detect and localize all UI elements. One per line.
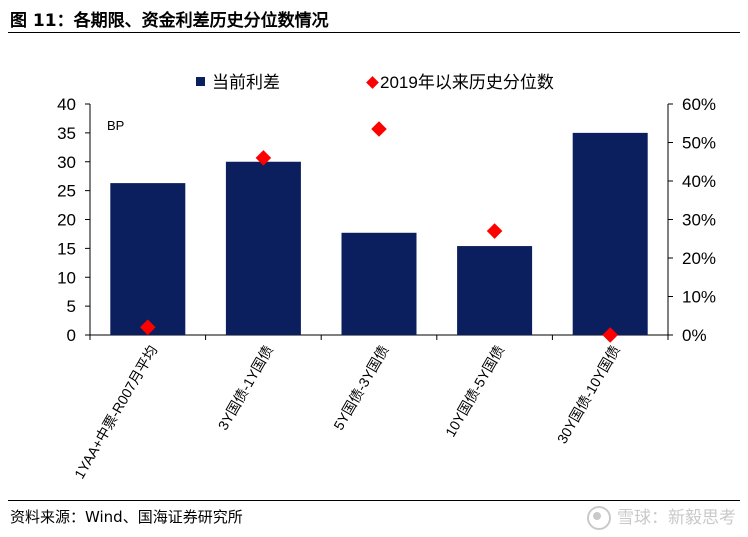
category-label: 5Y国债-3Y国债	[330, 343, 391, 433]
left-tick-label: 25	[57, 182, 76, 201]
right-tick-label: 0%	[682, 326, 707, 345]
category-label: 30Y国债-10Y国债	[554, 343, 623, 447]
bar	[572, 132, 648, 335]
right-tick-label: 20%	[682, 249, 716, 268]
right-tick-label: 10%	[682, 288, 716, 307]
legend-bar-label: 当前利差	[212, 73, 280, 92]
bar	[110, 183, 186, 335]
category-label: 1YAA+中票-R007月平均	[71, 343, 160, 482]
left-tick-label: 30	[57, 153, 76, 172]
left-tick-label: 5	[67, 297, 76, 316]
category-label: 3Y国债-1Y国债	[215, 343, 276, 433]
percentile-marker	[371, 121, 387, 137]
source-note: 资料来源：Wind、国海证券研究所	[10, 508, 243, 526]
chart-legend: 当前利差 2019年以来历史分位数	[196, 73, 554, 92]
unit-label: BP	[107, 118, 124, 133]
right-tick-label: 30%	[682, 211, 716, 230]
snowball-logo-icon	[587, 506, 611, 530]
right-tick-label: 40%	[682, 172, 716, 191]
plot-area: 0 5 10 15 20 25 30 35 40 0% 10% 20% 30% 40% 50% 60% 1YAA…	[57, 95, 716, 481]
left-tick-label: 35	[57, 124, 76, 143]
legend-bar-swatch	[196, 77, 205, 86]
percentile-marker	[486, 223, 503, 239]
right-tick-label: 50%	[682, 134, 716, 153]
left-tick-label: 40	[57, 95, 76, 114]
legend-marker-swatch	[366, 76, 379, 89]
bar	[457, 246, 533, 335]
left-tick-label: 20	[57, 211, 76, 230]
left-tick-label: 0	[67, 326, 76, 345]
left-tick-label: 10	[57, 268, 76, 287]
right-tick-label: 60%	[682, 95, 716, 114]
bar	[225, 161, 301, 335]
percentile-marker	[140, 319, 156, 336]
watermark-text: 雪球：新毅思考	[617, 508, 736, 528]
watermark: 雪球：新毅思考	[587, 503, 736, 530]
bar	[341, 232, 417, 335]
left-tick-label: 15	[57, 239, 76, 258]
figure-title: 图 11：各期限、资金利差历史分位数情况	[10, 11, 329, 31]
legend-marker-label: 2019年以来历史分位数	[380, 73, 554, 92]
category-label: 10Y国债-5Y国债	[442, 342, 507, 439]
percentile-marker	[255, 150, 272, 166]
title-divider	[8, 32, 740, 33]
footer-divider	[8, 500, 740, 501]
